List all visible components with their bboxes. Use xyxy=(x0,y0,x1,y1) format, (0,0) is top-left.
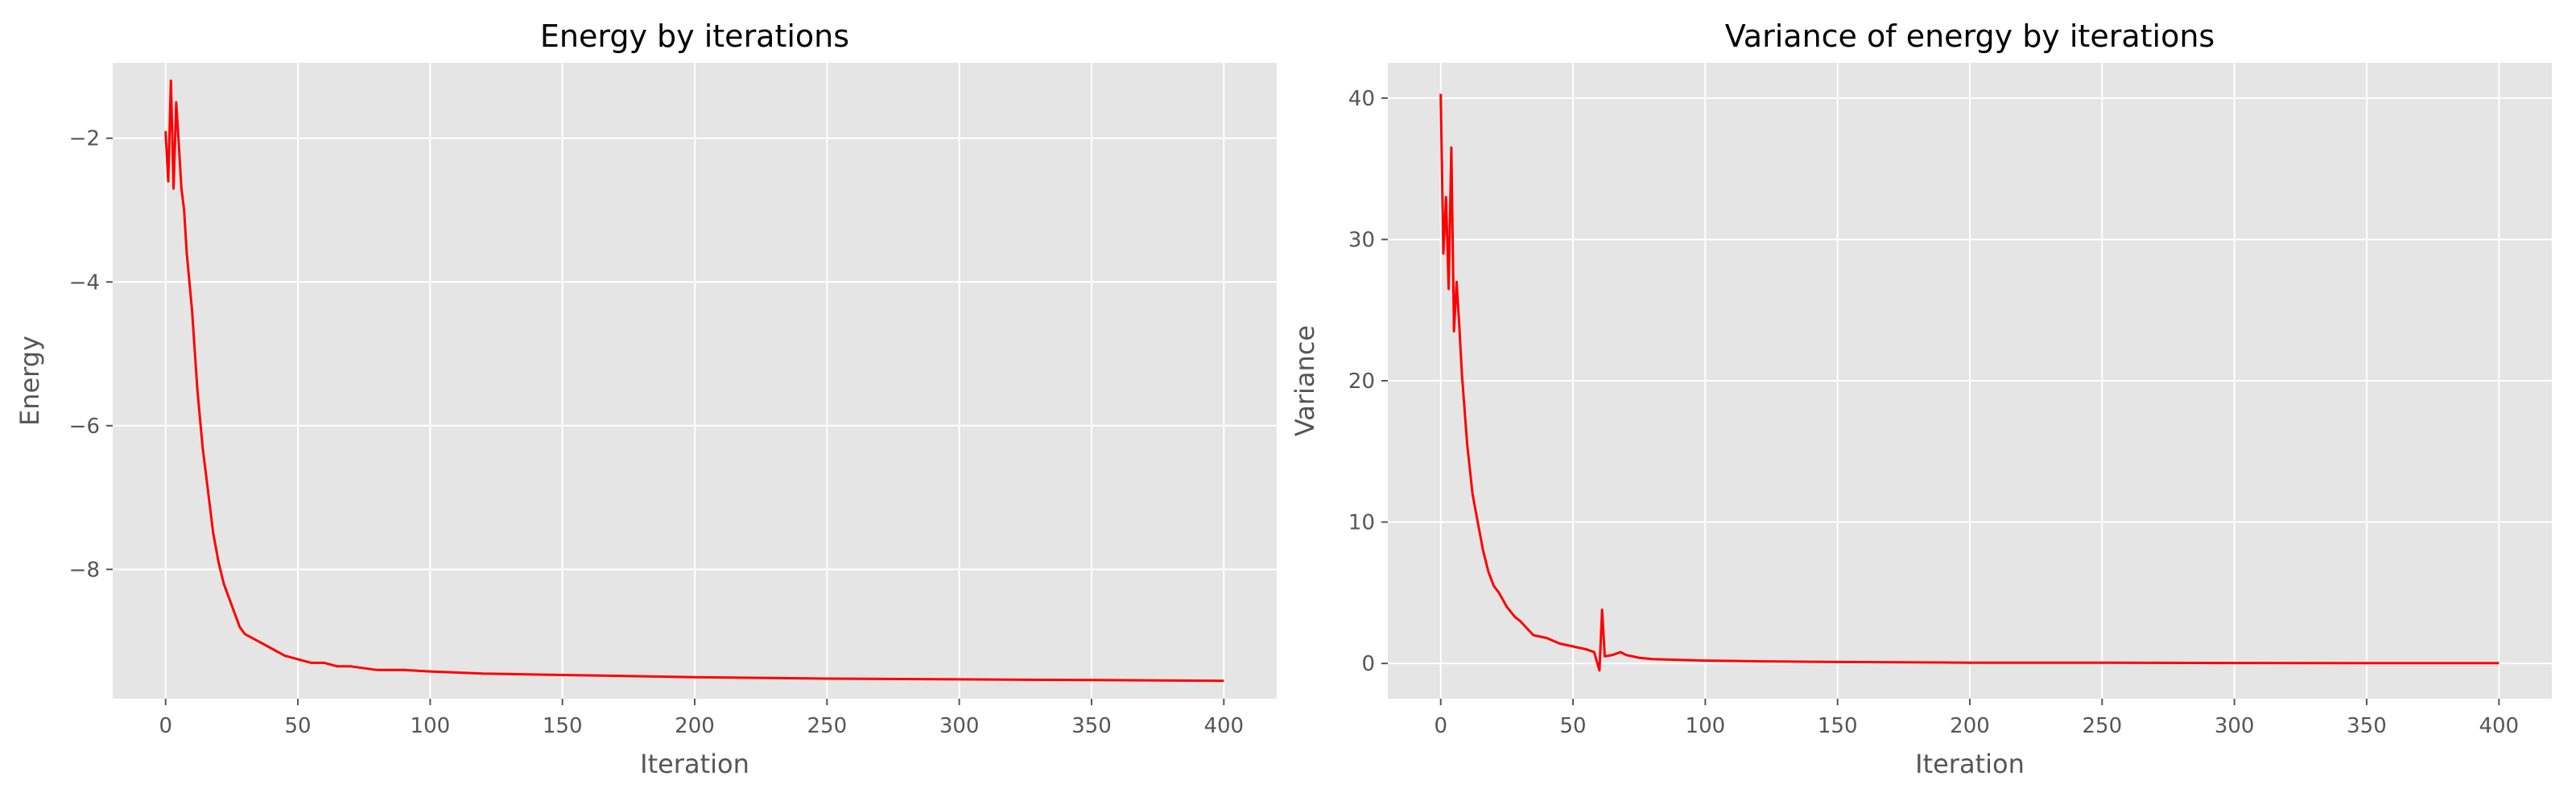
x-axis-label: Iteration xyxy=(640,749,749,779)
x-tick-label: 300 xyxy=(2215,714,2255,738)
x-tick-label: 50 xyxy=(284,714,311,738)
x-tick-label: 200 xyxy=(675,714,715,738)
y-tick-label: 20 xyxy=(1348,369,1375,394)
x-tick-label: 150 xyxy=(1818,714,1858,738)
x-tick-label: 300 xyxy=(939,714,980,738)
x-tick-label: 400 xyxy=(2479,714,2519,738)
chart-title: Energy by iterations xyxy=(540,19,849,54)
x-tick-label: 250 xyxy=(807,714,847,738)
y-tick-label: 30 xyxy=(1348,228,1375,252)
x-tick-label: 50 xyxy=(1559,714,1586,738)
y-axis-label: Energy xyxy=(14,336,45,426)
y-axis-label: Variance xyxy=(1290,325,1320,436)
y-tick-label: 40 xyxy=(1348,87,1375,111)
variance-chart: 0 50 100 150 200 250 300 350 400 0 10 20 30 40 Varianc… xyxy=(1290,19,2552,779)
y-tick-label: −2 xyxy=(69,127,100,151)
y-tick-label: 10 xyxy=(1348,511,1375,535)
y-tick-label: −6 xyxy=(69,415,100,439)
y-tick-label: −8 xyxy=(69,558,100,582)
x-tick-label: 350 xyxy=(1071,714,1112,738)
x-axis-label: Iteration xyxy=(1915,749,2025,779)
x-tick-label: 100 xyxy=(411,714,451,738)
y-tick-label: −4 xyxy=(69,270,100,295)
x-tick-label: 0 xyxy=(159,714,172,738)
x-tick-label: 350 xyxy=(2347,714,2387,738)
chart-title: Variance of energy by iterations xyxy=(1725,19,2215,54)
x-tick-label: 400 xyxy=(1203,714,1244,738)
y-tick-label: 0 xyxy=(1361,652,1375,676)
series-line xyxy=(164,79,1224,683)
x-tick-label: 250 xyxy=(2082,714,2122,738)
x-tick-label: 150 xyxy=(543,714,583,738)
x-tick-label: 200 xyxy=(1950,714,1990,738)
series-line xyxy=(1439,93,2500,672)
x-tick-label: 100 xyxy=(1686,714,1726,738)
energy-chart: 0 50 100 150 200 250 300 350 400 −8 −6 −4 −2 Energy b… xyxy=(14,19,1277,779)
x-tick-label: 0 xyxy=(1434,714,1447,738)
